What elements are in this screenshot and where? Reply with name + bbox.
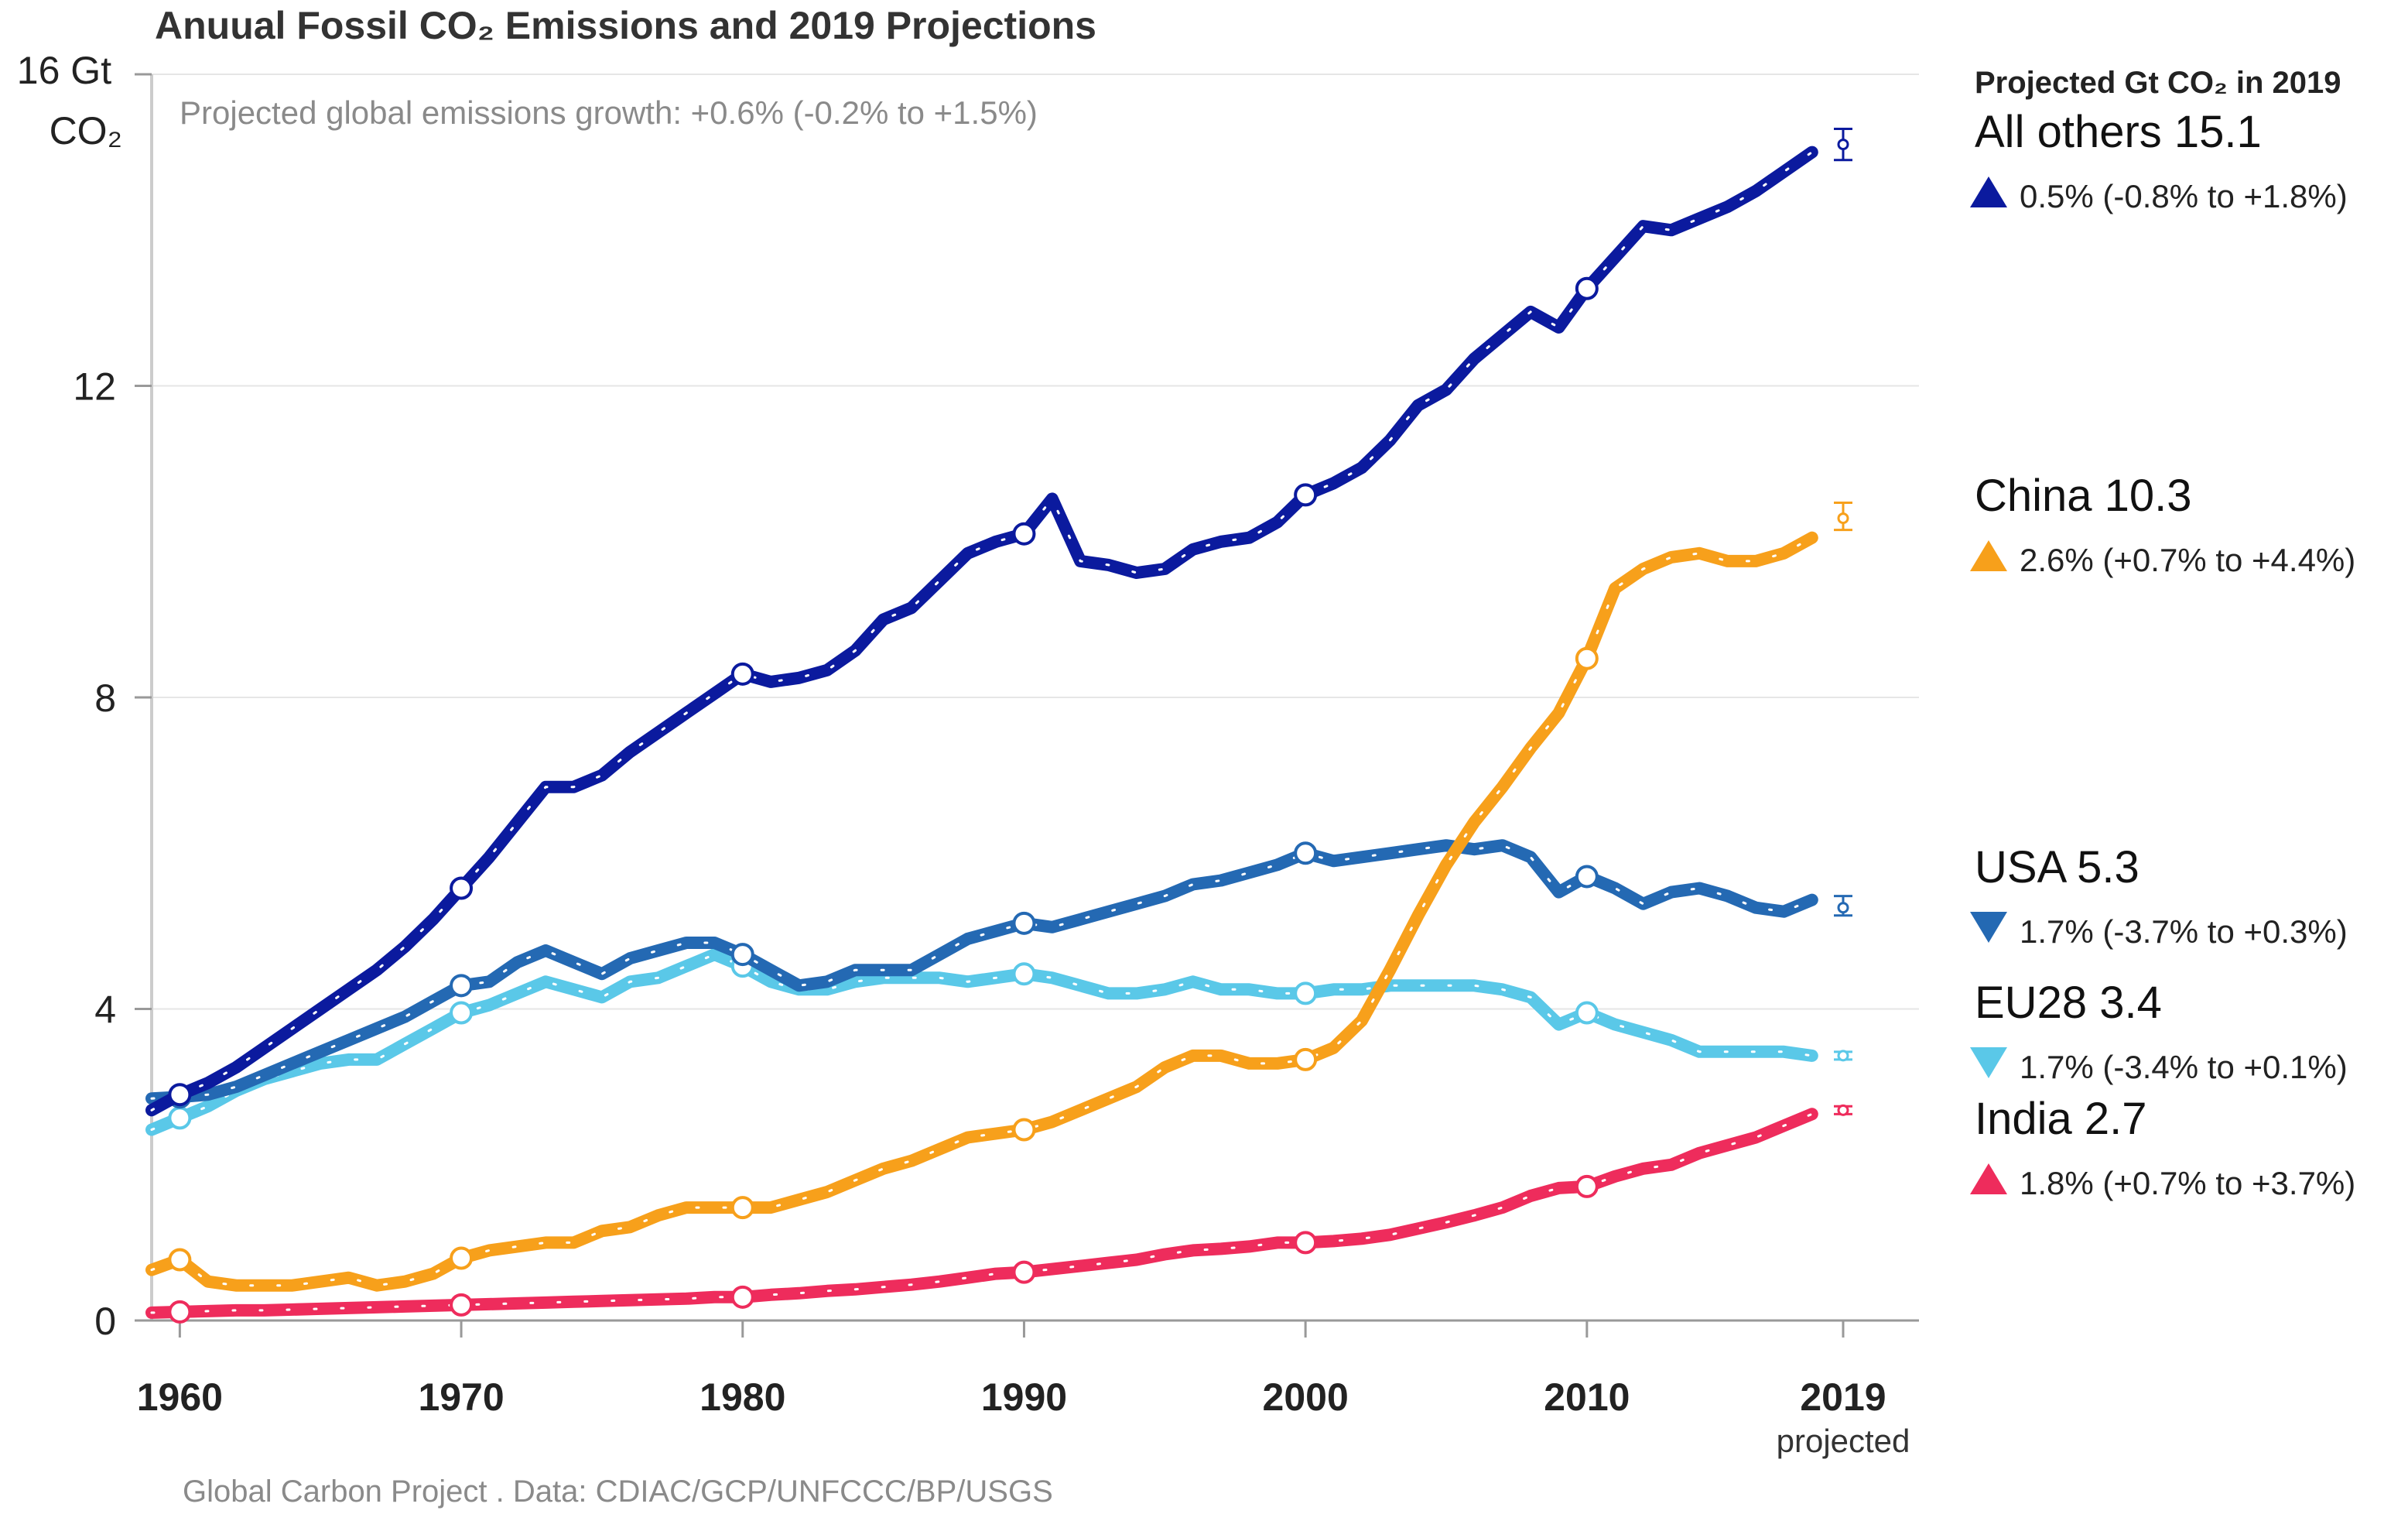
data-point-marker xyxy=(1294,1047,1318,1071)
data-point-marker xyxy=(1575,646,1599,670)
series-line xyxy=(145,839,1818,1105)
legend-series-change: 1.7% (-3.4% to +0.1%) xyxy=(2020,1049,2348,1085)
data-point-marker xyxy=(168,1083,192,1107)
series-line-dots xyxy=(150,953,1814,1131)
data-point-marker xyxy=(450,1001,474,1025)
data-point-marker xyxy=(1012,962,1036,986)
x-tick-labels: 1960 1970 1980 1990 2000 2010 2019 xyxy=(137,1375,1886,1419)
data-point-marker xyxy=(730,1285,754,1309)
triangle-up-icon xyxy=(1970,540,2007,571)
y-tick-label: 4 xyxy=(94,988,116,1032)
projection-eu28 xyxy=(1834,1050,1852,1062)
x-tick-label: 1960 xyxy=(137,1375,223,1419)
data-point-marker xyxy=(1012,522,1036,546)
chart-title: Anuual Fossil CO₂ Emissions and 2019 Pro… xyxy=(155,4,1096,47)
data-point-marker xyxy=(450,974,474,998)
data-point-marker xyxy=(450,876,474,900)
x-tick-label: 2019 xyxy=(1800,1375,1886,1419)
projection-point xyxy=(1837,512,1849,525)
legend-series-label: India 2.7 xyxy=(1975,1094,2147,1144)
series-line-dots xyxy=(150,844,1814,1100)
series-line-dots xyxy=(150,536,1814,1287)
data-point-marker xyxy=(730,943,754,967)
data-point-marker xyxy=(1012,1260,1036,1284)
chart-source: Global Carbon Project . Data: CDIAC/GCP/… xyxy=(183,1475,1053,1509)
x-tick-label: 1970 xyxy=(418,1375,504,1419)
data-point-marker xyxy=(1575,865,1599,889)
series-line-dots xyxy=(150,151,1814,1112)
data-point-marker xyxy=(1294,483,1318,507)
projection-markers xyxy=(1834,127,1852,1116)
legend-series-change: 0.5% (-0.8% to +1.8%) xyxy=(2020,178,2348,214)
data-point-marker xyxy=(168,1248,192,1272)
projection-panel-title: Projected Gt CO₂ in 2019 xyxy=(1975,66,2341,100)
data-point-marker xyxy=(168,1300,192,1324)
series-line xyxy=(145,948,1818,1136)
series-eu28 xyxy=(145,948,1818,1136)
x-sub-label: projected xyxy=(1777,1423,1910,1459)
series-line xyxy=(145,531,1818,1292)
data-point-marker xyxy=(1575,1174,1599,1198)
data-point-marker xyxy=(450,1246,474,1270)
x-tick-label: 2010 xyxy=(1544,1375,1630,1419)
triangle-down-icon xyxy=(1970,1047,2007,1078)
data-point-marker xyxy=(168,1106,192,1130)
data-point-marker xyxy=(1294,981,1318,1005)
x-tick-label: 1990 xyxy=(981,1375,1067,1419)
legend-usa: USA 5.3 1.7% (-3.7% to +0.3%) xyxy=(1970,842,2348,950)
data-point-marker xyxy=(1575,276,1599,300)
legend-all-others: All others 15.1 0.5% (-0.8% to +1.8%) xyxy=(1970,107,2348,214)
y-tick-label: 8 xyxy=(94,677,116,720)
data-point-marker xyxy=(1012,911,1036,935)
gridlines xyxy=(152,74,1919,1321)
y-tick-label: 0 xyxy=(94,1300,116,1343)
legend-series-label: USA 5.3 xyxy=(1975,842,2139,892)
y-tick-label: 12 xyxy=(73,365,116,409)
projection-india xyxy=(1834,1104,1852,1116)
chart-subtitle: Projected global emissions growth: +0.6%… xyxy=(180,94,1038,131)
triangle-up-icon xyxy=(1970,1163,2007,1194)
legend-eu28: EU28 3.4 1.7% (-3.4% to +0.1%) xyxy=(1970,978,2348,1085)
legend-series-change: 1.8% (+0.7% to +3.7%) xyxy=(2020,1165,2355,1201)
y-unit-label: 16 Gt CO₂ xyxy=(17,49,122,152)
legend-china: China 10.3 2.6% (+0.7% to +4.4%) xyxy=(1970,471,2355,578)
legend-india: India 2.7 1.8% (+0.7% to +3.7%) xyxy=(1970,1094,2355,1201)
series-china xyxy=(145,531,1818,1292)
projection-china xyxy=(1834,501,1852,532)
projection-point xyxy=(1837,1050,1849,1062)
series-line xyxy=(145,146,1818,1117)
projection-point xyxy=(1837,139,1849,151)
data-point-marker xyxy=(730,1196,754,1220)
legend-series-label: China 10.3 xyxy=(1975,471,2192,521)
projection-all-others xyxy=(1834,127,1852,162)
data-point-marker xyxy=(1012,1118,1036,1142)
triangle-down-icon xyxy=(1970,912,2007,943)
legend-series-label: All others 15.1 xyxy=(1975,107,2262,157)
x-tick-label: 1980 xyxy=(699,1375,785,1419)
data-point-marker xyxy=(1294,1231,1318,1255)
legend-series-change: 1.7% (-3.7% to +0.3%) xyxy=(2020,913,2348,950)
data-point-marker xyxy=(730,662,754,686)
projection-point xyxy=(1837,902,1849,914)
projection-legend: All others 15.1 0.5% (-0.8% to +1.8%) Chin… xyxy=(1970,107,2355,1201)
series-india xyxy=(145,1108,1818,1324)
series-all-others xyxy=(145,146,1818,1117)
axes xyxy=(135,73,1919,1338)
legend-series-label: EU28 3.4 xyxy=(1975,978,2162,1028)
legend-series-change: 2.6% (+0.7% to +4.4%) xyxy=(2020,542,2355,578)
series-lines xyxy=(145,146,1818,1324)
triangle-up-icon xyxy=(1970,176,2007,207)
projection-point xyxy=(1837,1104,1849,1116)
data-point-marker xyxy=(1294,841,1318,865)
projection-usa xyxy=(1834,895,1852,917)
data-point-marker xyxy=(1575,1001,1599,1025)
y-tick-labels: 0 4 8 12 xyxy=(73,365,116,1344)
series-line xyxy=(145,1108,1818,1319)
x-tick-label: 2000 xyxy=(1263,1375,1349,1419)
data-point-marker xyxy=(450,1293,474,1317)
